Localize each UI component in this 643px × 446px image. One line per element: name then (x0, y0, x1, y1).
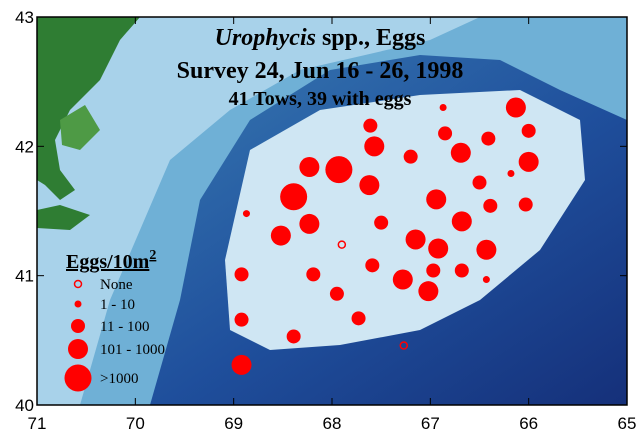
y-tick-label: 41 (15, 267, 34, 286)
sample-point (306, 267, 320, 281)
sample-point (483, 276, 490, 283)
legend-title-sup: 2 (149, 248, 156, 263)
legend-label: 101 - 1000 (100, 342, 165, 358)
x-tick-label: 67 (421, 414, 440, 433)
sample-point (374, 216, 388, 230)
legend-label: >1000 (100, 371, 138, 387)
sample-point (330, 287, 344, 301)
sample-point (418, 281, 438, 301)
x-tick-label: 71 (28, 414, 47, 433)
x-tick-label: 69 (224, 414, 243, 433)
y-tick-label: 40 (15, 396, 34, 415)
subtitle: Survey 24, Jun 16 - 26, 1998 (177, 58, 464, 84)
sample-point (438, 126, 452, 140)
legend-marker (68, 339, 88, 359)
legend-title: Eggs/10m2 (66, 248, 156, 273)
y-tick-label: 42 (15, 137, 34, 156)
sample-point (440, 104, 447, 111)
sample-point (299, 157, 319, 177)
sample-point (451, 143, 471, 163)
title-italic: Urophycis (215, 25, 316, 51)
legend-label: 11 - 100 (100, 319, 149, 335)
sample-point (483, 199, 497, 213)
sample-point (393, 270, 413, 290)
sample-point (404, 150, 418, 164)
sample-point (473, 176, 487, 190)
sample-point (243, 210, 250, 217)
sample-point (299, 214, 319, 234)
sample-point (406, 229, 426, 249)
sample-point (280, 183, 307, 210)
sample-point (232, 355, 252, 375)
subtitle-2: 41 Tows, 39 with eggs (229, 88, 412, 110)
legend-marker (65, 365, 92, 392)
sample-point (481, 132, 495, 146)
title-suffix: spp., Eggs (322, 25, 425, 51)
legend-marker (75, 301, 82, 308)
sample-point (452, 211, 472, 231)
sample-point (359, 175, 379, 195)
y-tick-label: 43 (15, 8, 34, 27)
sample-point (522, 124, 536, 138)
x-tick-label: 65 (618, 414, 637, 433)
x-tick-label: 68 (323, 414, 342, 433)
sample-point (455, 263, 469, 277)
legend-label: None (100, 277, 133, 293)
sample-point (426, 263, 440, 277)
chart-title: Urophycis spp., Eggs (215, 25, 426, 51)
sample-point (271, 226, 291, 246)
sample-point (235, 313, 249, 327)
sample-point (428, 239, 448, 259)
legend-title-text: Eggs/10m (66, 251, 150, 273)
sample-point (476, 240, 496, 260)
legend-marker (71, 319, 85, 333)
map-chart: Urophycis spp., Eggs Survey 24, Jun 16 -… (0, 0, 643, 446)
sample-point (325, 156, 352, 183)
x-tick-label: 66 (519, 414, 538, 433)
sample-point (365, 258, 379, 272)
sample-point (426, 189, 446, 209)
legend-label: 1 - 10 (100, 297, 135, 313)
sample-point (287, 329, 301, 343)
sample-point (519, 152, 539, 172)
sample-point (519, 198, 533, 212)
sample-point (352, 311, 366, 325)
sample-point (364, 136, 384, 156)
x-tick-label: 70 (126, 414, 145, 433)
sample-point (507, 170, 514, 177)
sample-point (506, 98, 526, 118)
sample-point (235, 267, 249, 281)
sample-point (363, 119, 377, 133)
